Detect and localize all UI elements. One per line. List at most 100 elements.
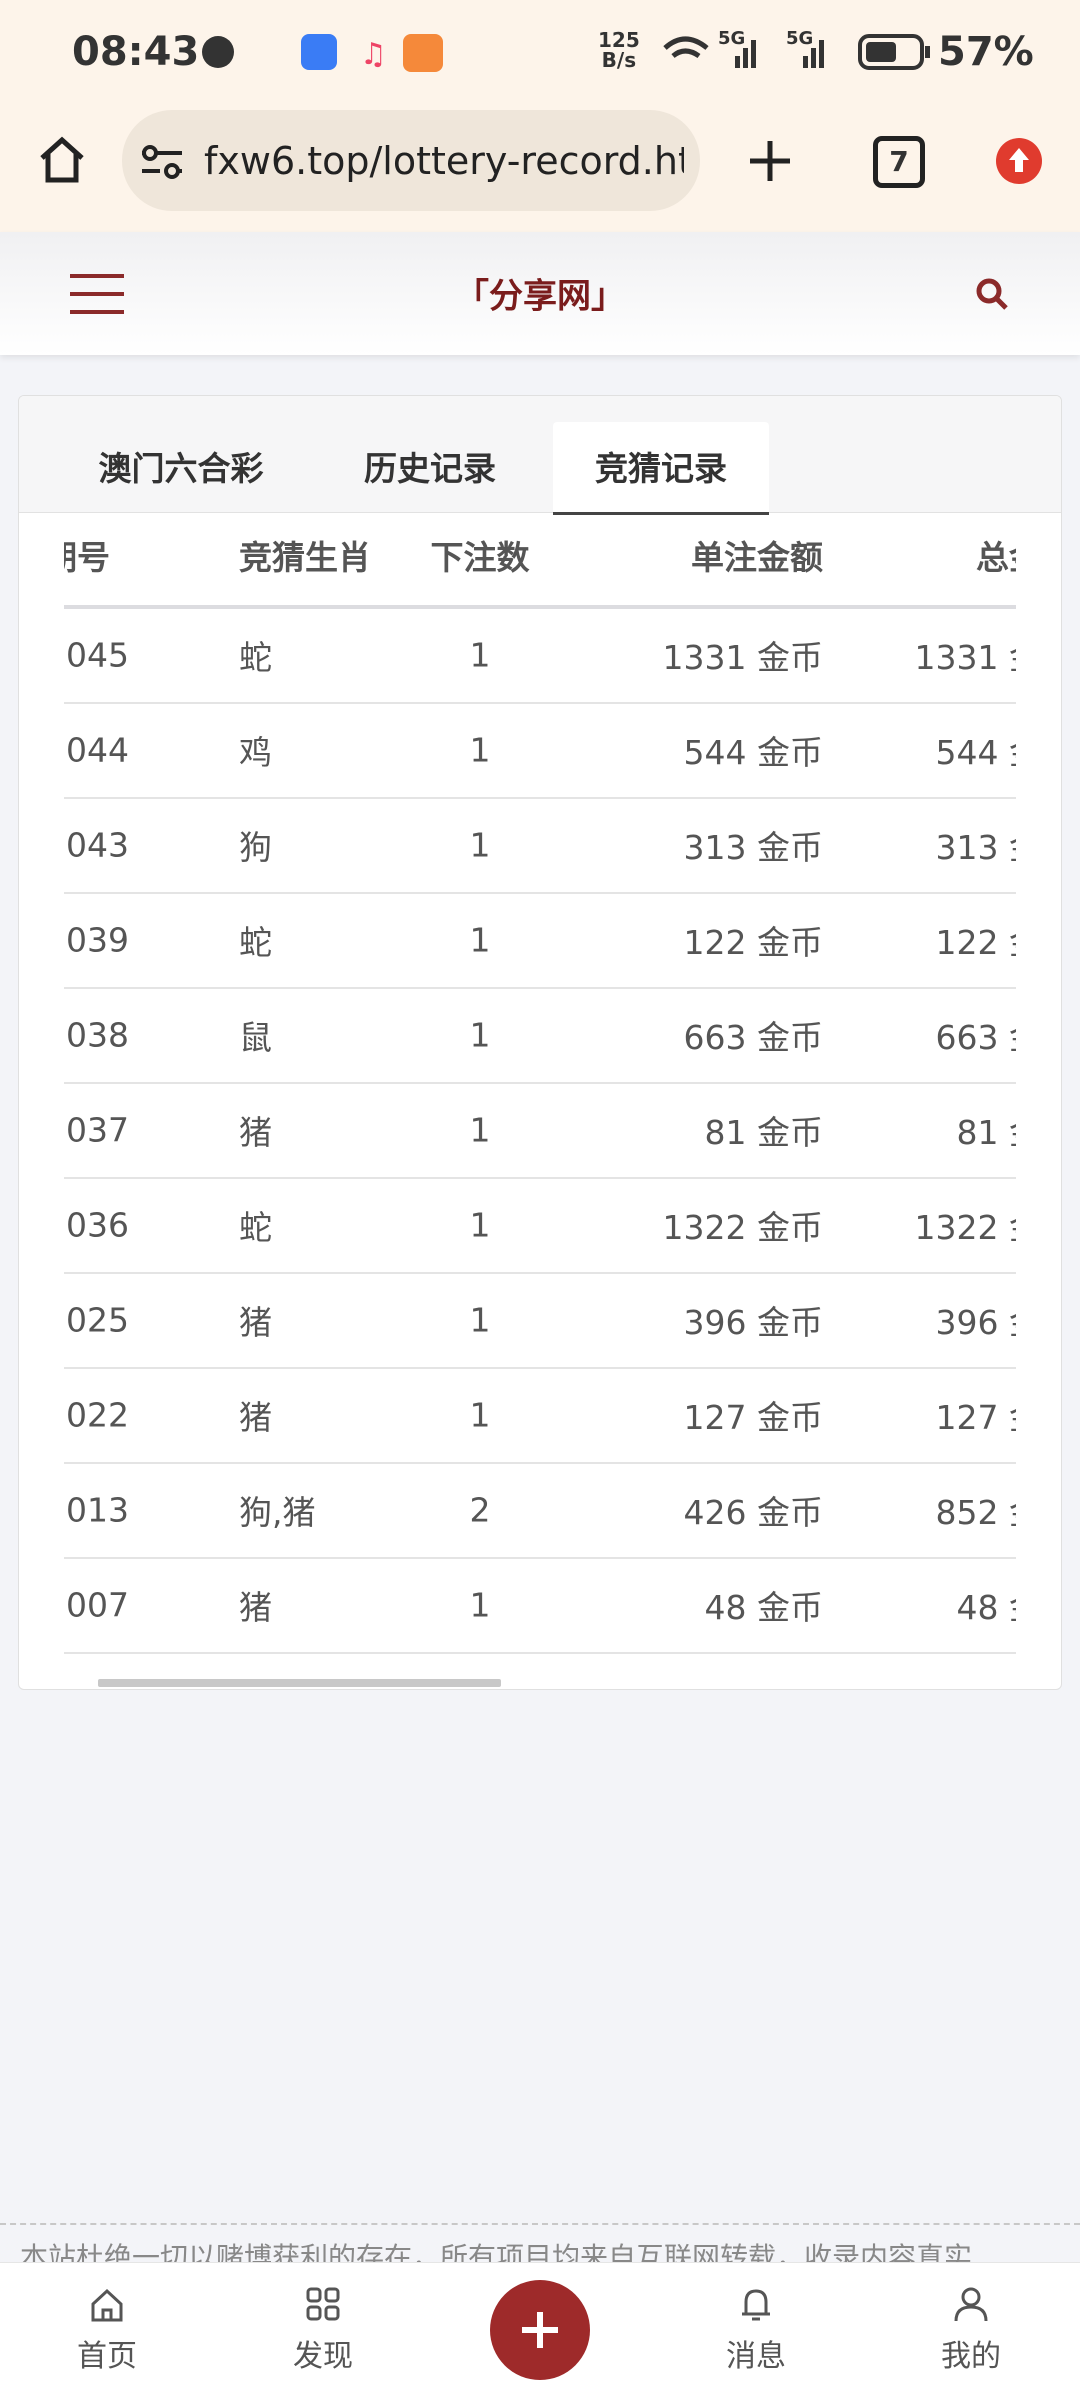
cell: 81 金币 (956, 1113, 1016, 1152)
status-icons: ♫ (202, 34, 443, 72)
table-scroll[interactable]: 期号 竞猜生肖 下注数 单注金额 总金额 045 蛇 1 1331 金币 1331 金币 044 鸡 1… (64, 510, 1016, 1655)
cell: 1 (469, 1205, 491, 1245)
row-divider (64, 1177, 1016, 1179)
time: 08:43 (72, 29, 200, 75)
signal-label: 5G (786, 28, 814, 49)
cell: 007 (66, 1585, 129, 1625)
tab[interactable]: 竞猜记录 (595, 449, 727, 488)
active-tab (553, 422, 769, 515)
cell: 蛇 (239, 1208, 272, 1247)
cell: 猪 (239, 1113, 272, 1152)
search-button[interactable] (975, 277, 1009, 311)
row-divider (64, 1652, 1016, 1654)
speed: 125 (598, 28, 640, 52)
cell: 025 (66, 1300, 129, 1340)
cell: 852 金币 (935, 1493, 1016, 1532)
nav-icon (954, 2287, 988, 2322)
cell: 猪 (239, 1303, 272, 1342)
row-divider (64, 1272, 1016, 1274)
menu-button[interactable] (70, 272, 124, 316)
cell: 663 金币 (683, 1018, 823, 1057)
cell: 1 (469, 1015, 491, 1055)
cell: 蛇 (239, 638, 272, 677)
nav-item[interactable]: 我的 (901, 2266, 1041, 2396)
cell: 2 (469, 1490, 491, 1530)
cell: 1322 金币 (662, 1208, 823, 1247)
cell: 122 金币 (935, 923, 1016, 962)
cell: 313 金币 (935, 828, 1016, 867)
site-settings-icon[interactable] (140, 145, 184, 179)
net-speed: 125 B/s (598, 30, 640, 70)
cell: 127 金币 (935, 1398, 1016, 1437)
nav-label: 消息 (726, 2339, 786, 2374)
url-bar[interactable] (122, 110, 700, 211)
nav-icon (742, 2289, 770, 2321)
row-divider (64, 1462, 1016, 1464)
cell: 045 (66, 635, 129, 675)
tab[interactable]: 澳门六合彩 (98, 449, 264, 488)
header-rule (64, 605, 1016, 609)
cell: 544 金币 (683, 733, 823, 772)
speed-unit: B/s (601, 48, 637, 72)
tab[interactable]: 历史记录 (364, 449, 496, 488)
cell: 猪 (239, 1398, 272, 1437)
cell: 044 (66, 730, 129, 770)
cell: 013 (66, 1490, 129, 1530)
cell: 1331 金币 (914, 638, 1016, 677)
cell: 036 (66, 1205, 129, 1245)
nav-label: 首页 (77, 2339, 137, 2374)
cell: 1 (469, 1585, 491, 1625)
site-title: 「分享网」 (455, 276, 625, 317)
nav-icon (306, 2287, 340, 2321)
signal-label: 5G (718, 28, 746, 49)
cell: 039 (66, 920, 129, 960)
column-header: 期号 (64, 538, 110, 577)
row-divider (64, 702, 1016, 704)
cell: 狗,猪 (239, 1493, 316, 1532)
update-button[interactable] (996, 138, 1042, 184)
card (18, 395, 1062, 1690)
cell: 544 金币 (935, 733, 1016, 772)
cell: 1 (469, 730, 491, 770)
row-divider (64, 1557, 1016, 1559)
add-button[interactable] (490, 2280, 590, 2380)
cell: 1 (469, 1110, 491, 1150)
cell: 1 (469, 1300, 491, 1340)
row-divider (64, 1367, 1016, 1369)
cell: 396 金币 (935, 1303, 1016, 1342)
cell: 313 金币 (683, 828, 823, 867)
cell: 1 (469, 825, 491, 865)
cell: 043 (66, 825, 129, 865)
cell: 狗 (239, 828, 272, 867)
nav-label: 我的 (941, 2339, 1001, 2374)
row-divider (64, 797, 1016, 799)
cell: 122 金币 (683, 923, 823, 962)
new-tab-button[interactable] (748, 139, 792, 183)
cell: 038 (66, 1015, 129, 1055)
cell: 127 金币 (683, 1398, 823, 1437)
cell: 猪 (239, 1588, 272, 1627)
url: fxw6.top/lottery-record.ht (204, 139, 684, 183)
cell: 426 金币 (683, 1493, 823, 1532)
nav-icon (91, 2288, 123, 2322)
home-button[interactable] (38, 136, 86, 184)
cell: 1 (469, 920, 491, 960)
tab-count[interactable]: 7 (873, 136, 925, 188)
battery: 57% (938, 29, 1034, 75)
nav-item[interactable]: 消息 (686, 2266, 826, 2396)
cell: 鼠 (239, 1018, 272, 1057)
row-divider (64, 892, 1016, 894)
footer-divider (0, 2223, 1080, 2225)
cell: 鸡 (239, 733, 272, 772)
cell: 663 金币 (935, 1018, 1016, 1057)
cell: 81 金币 (704, 1113, 823, 1152)
site-header (0, 232, 1080, 355)
cell: 48 金币 (956, 1588, 1016, 1627)
cell: 1331 金币 (662, 638, 823, 677)
cell: 48 金币 (704, 1588, 823, 1627)
nav-item[interactable]: 首页 (37, 2266, 177, 2396)
cell: 1 (469, 1395, 491, 1435)
nav-item[interactable]: 发现 (253, 2266, 393, 2396)
cell: 1322 金币 (914, 1208, 1016, 1247)
